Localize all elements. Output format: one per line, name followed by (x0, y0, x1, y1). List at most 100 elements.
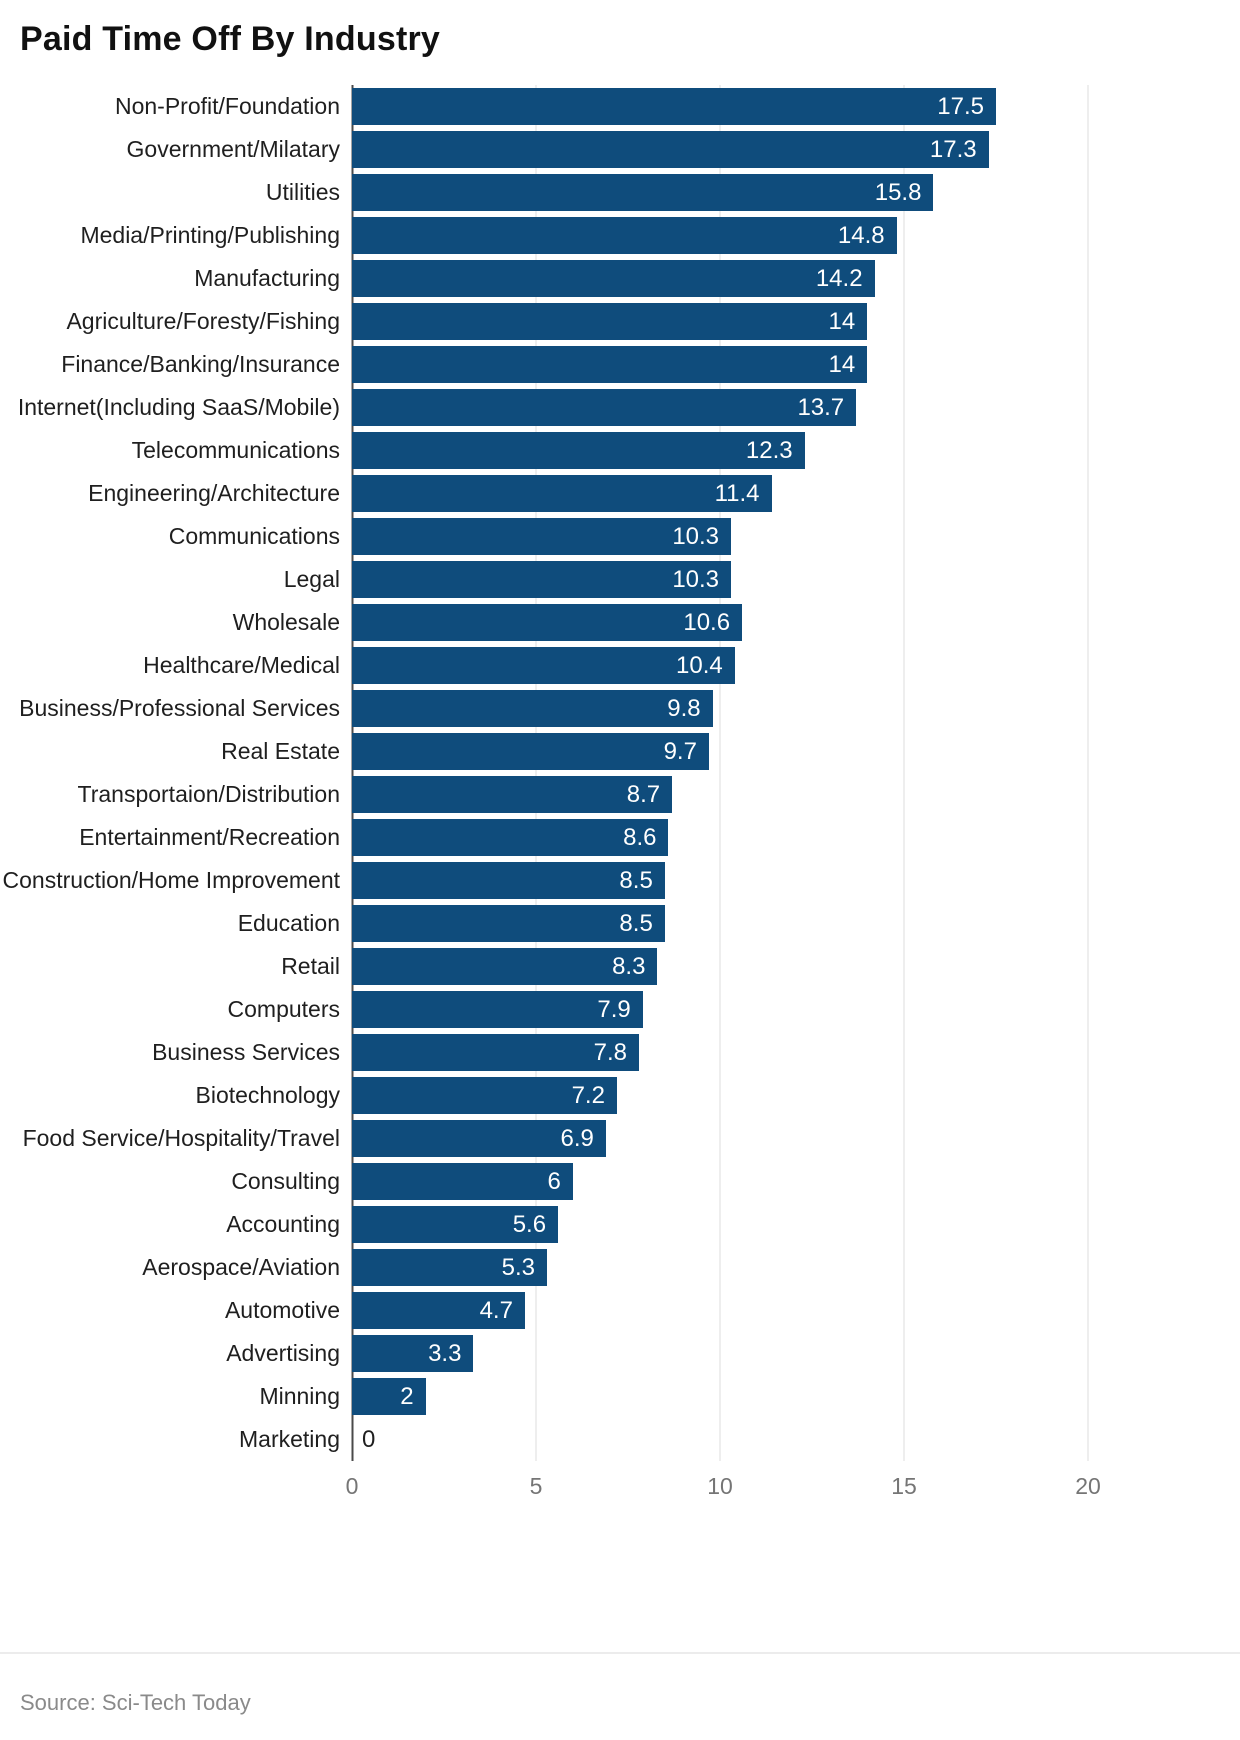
bar: 13.7 (352, 389, 857, 426)
value-label: 0 (362, 1425, 376, 1453)
bar-track: 10.3 (352, 558, 1088, 601)
value-label: 17.3 (929, 135, 977, 163)
chart-row: Engineering/Architecture 11.4 (0, 472, 1240, 515)
category-label: Utilities (265, 179, 340, 205)
chart-row: Biotechnology 7.2 (0, 1074, 1240, 1117)
value-label: 10.6 (683, 608, 731, 636)
x-tick-label: 10 (707, 1473, 733, 1499)
chart-row: Healthcare/Medical 10.4 (0, 644, 1240, 687)
chart-row: Internet(Including SaaS/Mobile) 13.7 (0, 386, 1240, 429)
bar: 6 (352, 1163, 573, 1200)
chart-row: Entertainment/Recreation 8.6 (0, 816, 1240, 859)
bar: 8.5 (352, 905, 665, 942)
bar: 8.5 (352, 862, 665, 899)
chart-row: Aerospace/Aviation 5.3 (0, 1246, 1240, 1289)
gridline (1087, 85, 1089, 1461)
category-label: Consulting (231, 1168, 340, 1194)
value-label: 6.9 (560, 1124, 594, 1152)
chart-row: Food Service/Hospitality/Travel 6.9 (0, 1117, 1240, 1160)
x-tick-label: 0 (345, 1473, 359, 1499)
bar-track: 12.3 (352, 429, 1088, 472)
bar-track: 3.3 (352, 1332, 1088, 1375)
value-label: 14.2 (815, 264, 863, 292)
chart-row: Business Services 7.8 (0, 1031, 1240, 1074)
x-tick-label: 20 (1075, 1473, 1101, 1499)
value-label: 7.2 (571, 1081, 605, 1109)
gridline (719, 85, 721, 1461)
chart-row: Retail 8.3 (0, 945, 1240, 988)
bar: 7.2 (352, 1077, 617, 1114)
chart-row: Advertising 3.3 (0, 1332, 1240, 1375)
value-label: 10.3 (672, 565, 720, 593)
source-text: Source: Sci-Tech Today (20, 1690, 251, 1715)
bar: 14 (352, 303, 868, 340)
bar: 17.5 (352, 88, 996, 125)
chart-row: Manufacturing 14.2 (0, 257, 1240, 300)
chart-row: Utilities 15.8 (0, 171, 1240, 214)
bar-track: 13.7 (352, 386, 1088, 429)
category-label: Healthcare/Medical (143, 652, 340, 678)
chart-row: Wholesale 10.6 (0, 601, 1240, 644)
bar-track: 8.6 (352, 816, 1088, 859)
value-label: 12.3 (745, 436, 793, 464)
footer-divider (0, 1652, 1240, 1654)
category-label: Transportaion/Distribution (77, 781, 341, 807)
bar-track: 5.6 (352, 1203, 1088, 1246)
category-label: Minning (259, 1383, 340, 1409)
category-label: Internet(Including SaaS/Mobile) (17, 394, 340, 420)
bar-track: 8.5 (352, 902, 1088, 945)
bar-track: 17.3 (352, 128, 1088, 171)
bar-track: 6.9 (352, 1117, 1088, 1160)
chart-row: Legal 10.3 (0, 558, 1240, 601)
bar-track: 5.3 (352, 1246, 1088, 1289)
value-label: 17.5 (937, 92, 984, 120)
bar-track: 8.7 (352, 773, 1088, 816)
value-label: 7.9 (597, 995, 631, 1023)
bar: 4.7 (352, 1292, 525, 1329)
bar: 14 (352, 346, 868, 383)
bar-track: 8.5 (352, 859, 1088, 902)
bar-track: 9.7 (352, 730, 1088, 773)
bar-track: 10.4 (352, 644, 1088, 687)
bar-track: 4.7 (352, 1289, 1088, 1332)
category-label: Computers (227, 996, 340, 1022)
value-label: 8.5 (619, 866, 653, 894)
bar-track: 10.6 (352, 601, 1088, 644)
category-label: Accounting (226, 1211, 340, 1237)
chart-row: Communications 10.3 (0, 515, 1240, 558)
bar: 8.3 (352, 948, 658, 985)
grid-layer (351, 85, 1089, 1461)
value-label: 2 (400, 1382, 414, 1410)
bar-track: 14.8 (352, 214, 1088, 257)
chart-row: Real Estate 9.7 (0, 730, 1240, 773)
chart-row: Finance/Banking/Insurance 14 (0, 343, 1240, 386)
category-label: Food Service/Hospitality/Travel (22, 1125, 340, 1151)
value-label: 8.5 (619, 909, 653, 937)
value-label: 8.7 (626, 780, 661, 808)
gridline (535, 85, 537, 1461)
bar: 5.3 (352, 1249, 548, 1286)
x-tick-label: 5 (529, 1473, 543, 1499)
chart-row: Government/Milatary 17.3 (0, 128, 1240, 171)
category-label: Advertising (226, 1340, 340, 1366)
gridline (903, 85, 905, 1461)
value-label: 14 (828, 350, 856, 378)
chart-row: Media/Printing/Publishing 14.8 (0, 214, 1240, 257)
bar-track: 7.2 (352, 1074, 1088, 1117)
category-label: Aerospace/Aviation (142, 1254, 340, 1280)
value-label: 9.7 (663, 737, 697, 765)
category-label: Finance/Banking/Insurance (61, 351, 340, 377)
bar: 9.7 (352, 733, 709, 770)
chart-row: Agriculture/Foresty/Fishing 14 (0, 300, 1240, 343)
bar: 14.2 (352, 260, 875, 297)
category-label: Entertainment/Recreation (79, 824, 340, 850)
category-label: Business Services (152, 1039, 340, 1065)
bar: 10.3 (352, 518, 732, 555)
bar: 10.4 (352, 647, 735, 684)
value-label: 5.6 (512, 1210, 547, 1238)
bar-track: 7.9 (352, 988, 1088, 1031)
bar-track: 2 (352, 1375, 1088, 1418)
value-label: 14 (828, 307, 856, 335)
value-label: 15.8 (874, 178, 922, 206)
